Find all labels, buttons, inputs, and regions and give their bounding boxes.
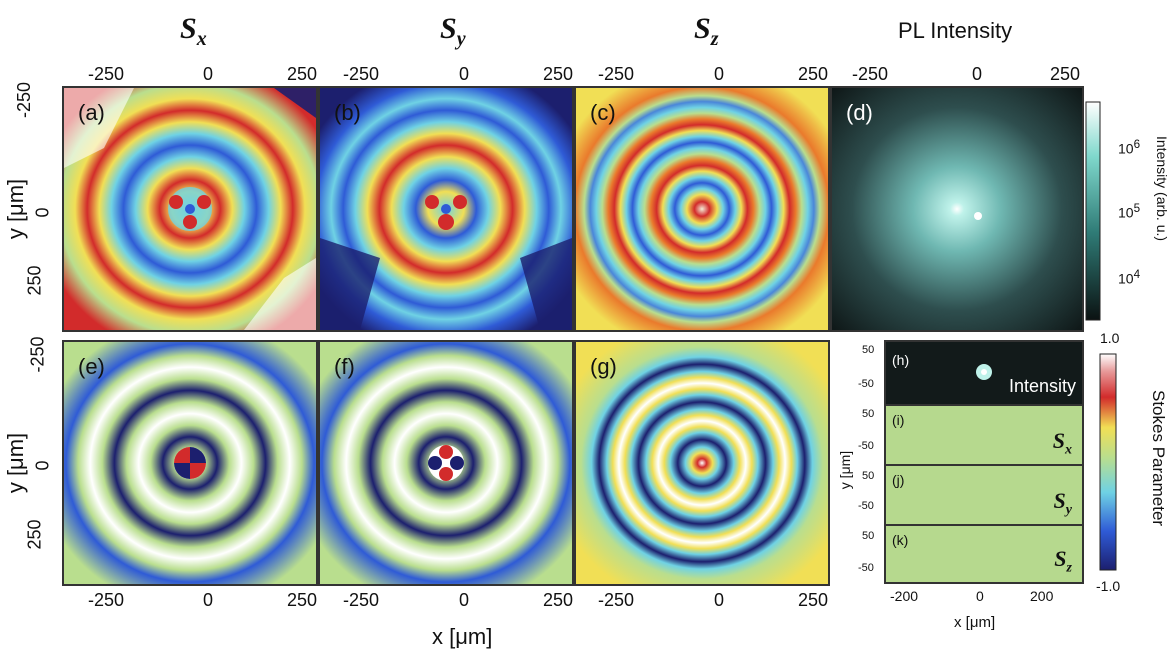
bottom-tick: -250 (343, 590, 380, 610)
panel-g: (g) (574, 340, 830, 586)
y-tick: 0 (32, 207, 53, 218)
small-y-tick: -50 (858, 562, 874, 574)
bottom-tick: 0 (714, 590, 725, 610)
bottom-tick: 0 (203, 590, 214, 610)
stokes-colorbar-max: 1.0 (1100, 330, 1120, 346)
intensity-colorbar-title: Intensity (arb. u.) (1154, 136, 1170, 242)
panel-b-map (320, 88, 572, 330)
panel-a-map (64, 88, 316, 330)
small-y-tick: -50 (858, 440, 874, 452)
y-tick: -250 (27, 336, 48, 373)
stokes-colorbar-title: Stokes Parameter (1149, 390, 1168, 527)
panel-c-map (576, 88, 828, 330)
panel-h-map (976, 364, 992, 380)
panel-d-map (832, 88, 1082, 330)
top-tick: -250 (852, 64, 889, 84)
small-y-axis-label: y [μm] (837, 450, 854, 490)
panel-d: (d) (830, 86, 1084, 332)
small-y-tick: 50 (862, 408, 875, 420)
bottom-tick: 250 (798, 590, 829, 610)
panel-h-intensity-label: Intensity (1008, 376, 1076, 396)
top-tick: 250 (287, 64, 318, 84)
top-tick: 250 (543, 64, 574, 84)
top-tick: -250 (88, 64, 125, 84)
panel-g-map (576, 342, 828, 584)
x-axis-label: x [μm] (432, 624, 493, 649)
top-tick: 0 (714, 64, 725, 84)
panel-a: (a) (62, 86, 318, 332)
title-sx: Sx (180, 12, 207, 50)
panel-label-g: (g) (590, 354, 617, 379)
top-tick: 0 (972, 64, 983, 84)
small-y-tick: 50 (862, 530, 875, 542)
top-tick: 0 (459, 64, 470, 84)
top-tick: -250 (598, 64, 635, 84)
small-x-axis-label: x [μm] (954, 614, 996, 631)
panel-i: (i) Sx (884, 404, 1084, 466)
small-x-tick: -200 (890, 588, 919, 604)
panel-label-k: (k) (892, 532, 909, 548)
panel-k: (k) Sz (884, 524, 1084, 584)
y-tick: 250 (24, 519, 45, 550)
panel-h: (h) Intensity (884, 340, 1084, 406)
panel-b: (b) (318, 86, 574, 332)
small-y-tick: -50 (858, 378, 874, 390)
panel-label-c: (c) (590, 100, 616, 125)
panel-j-tag: Sy (1053, 488, 1072, 518)
y-tick: 250 (24, 265, 45, 296)
small-x-tick: 0 (976, 588, 984, 604)
colorbar-tick-1e5: 105 (1118, 202, 1141, 221)
top-tick: -250 (343, 64, 380, 84)
stokes-colorbar (1099, 353, 1117, 571)
panel-i-tag: Sx (1052, 428, 1072, 458)
title-pl-intensity: PL Intensity (898, 18, 1013, 43)
top-tick: 0 (203, 64, 214, 84)
top-tick: 250 (1050, 64, 1081, 84)
y-axis-label: y [μm] (3, 178, 29, 240)
panel-label-j: (j) (892, 472, 905, 488)
top-tick: 250 (798, 64, 829, 84)
panel-label-i: (i) (892, 412, 905, 428)
panel-f-map (320, 342, 572, 584)
intensity-colorbar (1085, 101, 1101, 321)
panel-label-d: (d) (846, 100, 873, 125)
bottom-tick: -250 (598, 590, 635, 610)
small-x-tick: 200 (1030, 588, 1054, 604)
small-y-tick: -50 (858, 500, 874, 512)
bottom-tick: 250 (543, 590, 574, 610)
panel-f: (f) (318, 340, 574, 586)
title-sy: Sy (440, 12, 466, 50)
colorbar-tick-1e4: 104 (1118, 268, 1141, 287)
small-y-tick: 50 (862, 470, 875, 482)
panel-label-a: (a) (78, 100, 105, 125)
panel-label-b: (b) (334, 100, 361, 125)
stokes-colorbar-min: -1.0 (1096, 578, 1121, 594)
bottom-tick: 250 (287, 590, 318, 610)
bottom-tick: 0 (459, 590, 470, 610)
y-tick: -250 (14, 81, 34, 118)
panel-k-tag: Sz (1054, 546, 1072, 576)
y-tick: 0 (32, 460, 53, 471)
panel-e-map (64, 342, 316, 584)
panel-label-f: (f) (334, 354, 355, 379)
panel-c: (c) (574, 86, 830, 332)
colorbar-tick-1e6: 106 (1118, 138, 1141, 157)
panel-label-e: (e) (78, 354, 105, 379)
panel-j: (j) Sy (884, 464, 1084, 526)
y-axis-label: y [μm] (3, 432, 29, 494)
title-sz: Sz (694, 12, 719, 50)
panel-e: (e) (62, 340, 318, 586)
bottom-tick: -250 (88, 590, 125, 610)
panel-label-h: (h) (892, 352, 910, 368)
small-y-tick: 50 (862, 344, 875, 356)
